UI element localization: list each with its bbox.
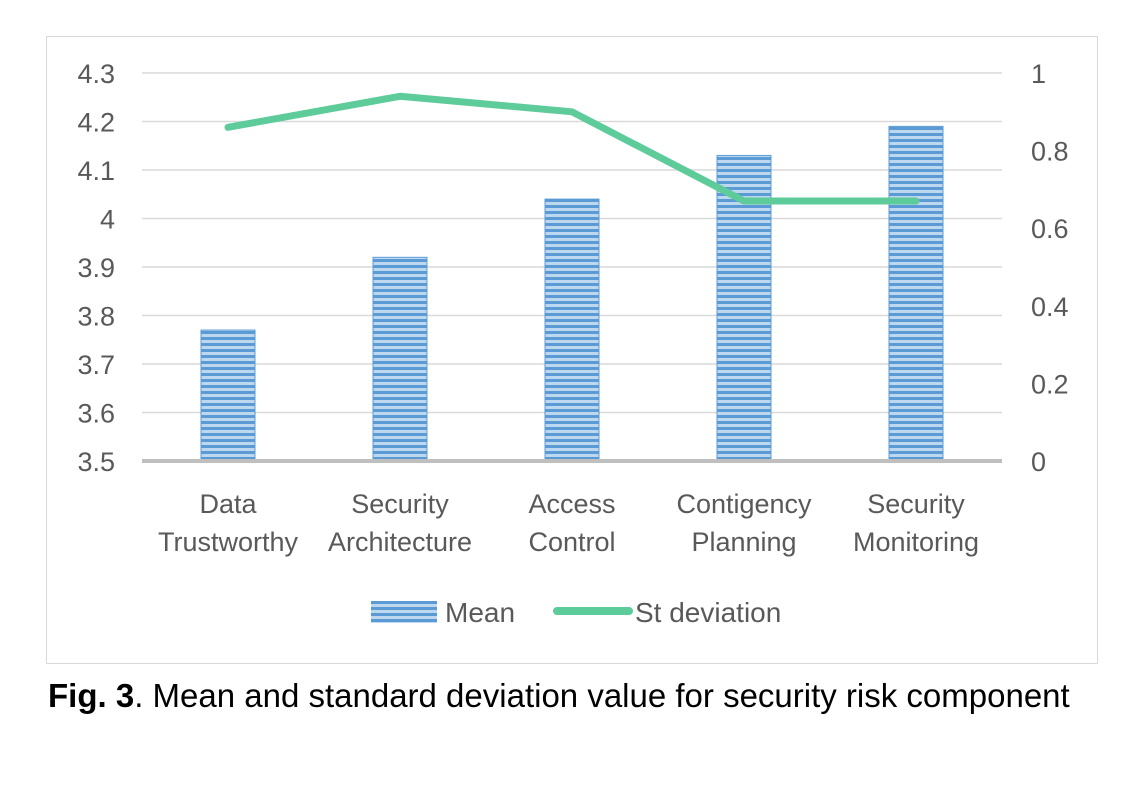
st-deviation-line — [224, 92, 920, 205]
left-axis-ticks: 3.5 3.6 3.7 3.8 3.9 4 4.1 4.2 4.3 — [77, 59, 115, 477]
left-axis-tick-label: 3.8 — [77, 302, 115, 332]
right-axis-tick-label: 0.8 — [1031, 137, 1069, 167]
left-axis-tick-label: 3.7 — [77, 350, 115, 380]
figure-caption-text: . Mean and standard deviation value for … — [134, 677, 1070, 714]
mean-bars — [200, 125, 944, 462]
legend: Mean St deviation — [371, 597, 781, 628]
left-axis-tick-label: 3.6 — [77, 399, 115, 429]
left-axis-tick-label: 4.1 — [77, 156, 115, 186]
category-label: Access — [528, 489, 615, 519]
category-label: Planning — [691, 527, 796, 557]
combo-chart: 3.5 3.6 3.7 3.8 3.9 4 4.1 4.2 4.3 0 0.2 0.4 0.6 0.8 1… — [77, 59, 1069, 628]
left-axis-tick-label: 4 — [100, 205, 115, 235]
mean-bar — [200, 329, 256, 462]
legend-label-st-deviation: St deviation — [635, 597, 781, 628]
category-label: Architecture — [328, 527, 472, 557]
category-label: Monitoring — [853, 527, 979, 557]
figure-caption: Fig. 3. Mean and standard deviation valu… — [48, 672, 1106, 720]
left-axis-tick-label: 3.9 — [77, 253, 115, 283]
right-axis-ticks: 0 0.2 0.4 0.6 0.8 1 — [1031, 59, 1069, 477]
st-deviation-series-line — [224, 92, 920, 205]
left-axis-tick-label: 4.3 — [77, 59, 115, 89]
right-axis-tick-label: 0.4 — [1031, 292, 1069, 322]
left-axis-tick-label: 4.2 — [77, 108, 115, 138]
mean-bar — [544, 198, 600, 462]
category-label: Control — [528, 527, 615, 557]
chart-frame: 3.5 3.6 3.7 3.8 3.9 4 4.1 4.2 4.3 0 0.2 0.4 0.6 0.8 1… — [46, 36, 1098, 664]
mean-bar — [716, 154, 772, 462]
category-label: Security — [867, 489, 965, 519]
legend-swatch-mean — [371, 601, 437, 623]
right-axis-tick-label: 0.6 — [1031, 214, 1069, 244]
category-label: Contigency — [676, 489, 812, 519]
figure-label: Fig. 3 — [48, 677, 135, 714]
left-axis-tick-label: 3.5 — [77, 447, 115, 477]
mean-bar — [372, 256, 428, 462]
category-label: Trustworthy — [158, 527, 299, 557]
category-label: Data — [199, 489, 257, 519]
category-labels: Data Trustworthy Security Architecture Acces… — [158, 489, 979, 557]
right-axis-tick-label: 0 — [1031, 447, 1046, 477]
category-label: Security — [351, 489, 449, 519]
right-axis-tick-label: 0.2 — [1031, 369, 1069, 399]
right-axis-tick-label: 1 — [1031, 59, 1046, 89]
legend-label-mean: Mean — [445, 597, 515, 628]
mean-bar — [888, 125, 944, 462]
